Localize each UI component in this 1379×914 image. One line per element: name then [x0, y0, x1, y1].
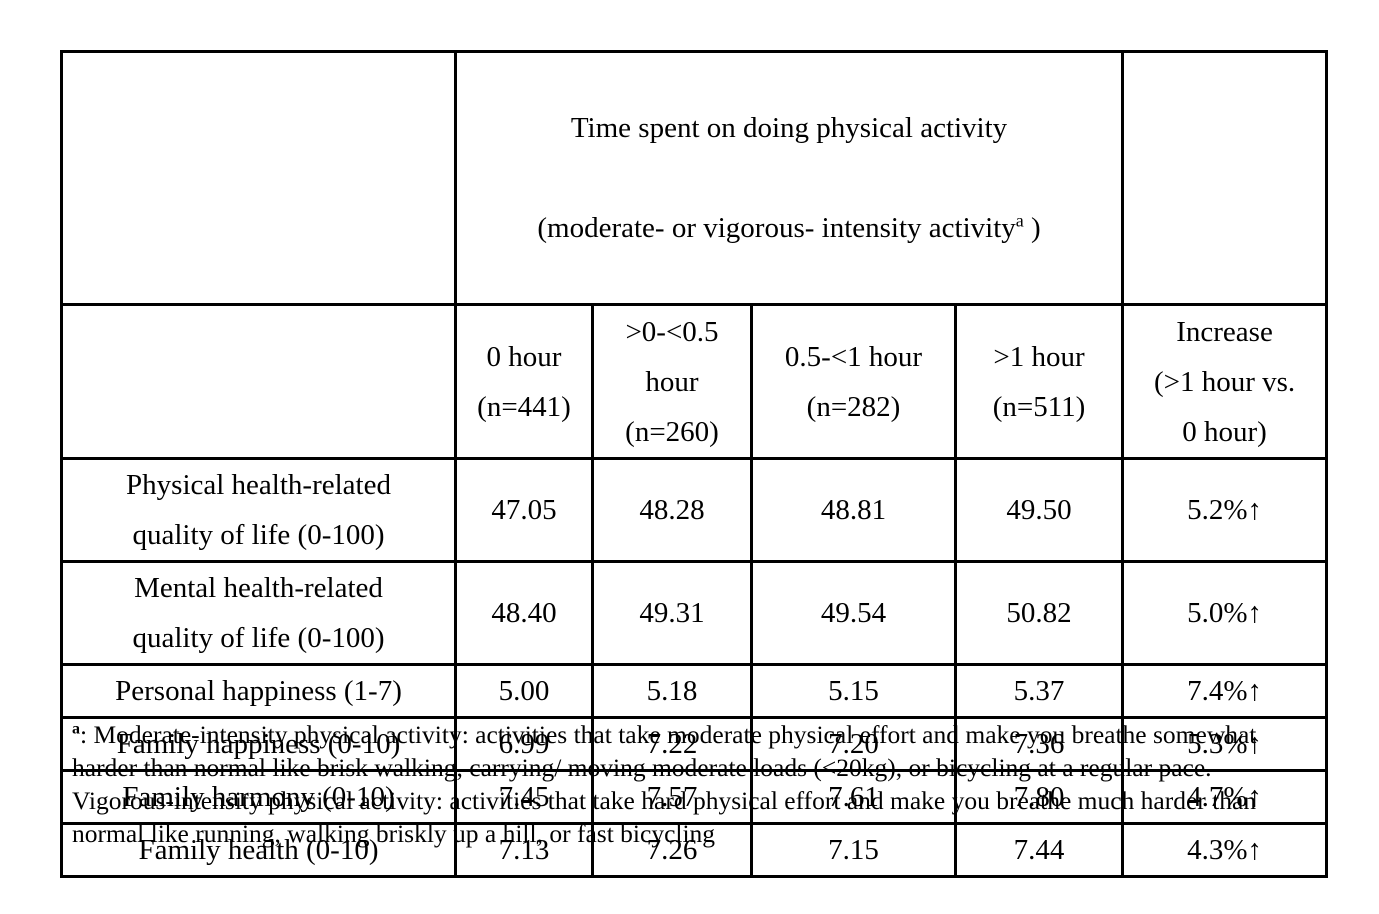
row-label: Mental health-related quality of life (0…: [60, 560, 457, 666]
spanning-header-line2-text: (moderate- or vigorous- intensity activi…: [537, 212, 1016, 244]
table-row-mental-health: Mental health-related quality of life (0…: [60, 560, 1329, 666]
table-row-physical-health: Physical health-related quality of life …: [60, 457, 1329, 563]
empty-increase-header-cell: [1121, 50, 1329, 306]
value-cell: 5.37: [953, 663, 1125, 719]
footnote-a-superscript: a: [1015, 210, 1024, 231]
row-label: Personal happiness (1-7): [60, 663, 457, 719]
table-row-family-happiness: Family happiness (0-10) 6.99 7.22 7.20 7…: [60, 716, 1329, 772]
value-cell: 7.36: [953, 716, 1125, 772]
value-cell: 47.05: [454, 457, 594, 563]
spanning-header-line2: (moderate- or vigorous- intensity activi…: [459, 203, 1120, 253]
value-cell: 49.31: [591, 560, 753, 666]
value-cell: 7.26: [591, 822, 753, 878]
value-cell: 50.82: [953, 560, 1125, 666]
value-cell: 5.15: [750, 663, 957, 719]
table-footnote: a: Moderate-intensity physical activity:…: [72, 718, 1277, 850]
value-cell: 7.15: [750, 822, 957, 878]
value-cell: 49.54: [750, 560, 957, 666]
value-cell: 7.13: [454, 822, 594, 878]
column-header-row: 0 hour (n=441) >0-<0.5 hour (n=260) 0.5-…: [60, 303, 1329, 460]
value-cell: 5.18: [591, 663, 753, 719]
empty-corner-cell: [60, 50, 457, 306]
empty-label-header-cell: [60, 303, 457, 460]
value-cell: 7.57: [591, 769, 753, 825]
value-cell: 7.44: [953, 822, 1125, 878]
table-row-personal-happiness: Personal happiness (1-7) 5.00 5.18 5.15 …: [60, 663, 1329, 719]
footnote-marker-superscript: a: [72, 720, 80, 738]
value-cell: 7.45: [454, 769, 594, 825]
value-cell: 48.81: [750, 457, 957, 563]
value-cell: 48.28: [591, 457, 753, 563]
table-row-family-health: Family health (0-10) 7.13 7.26 7.15 7.44…: [60, 822, 1329, 878]
increase-cell: 4.3%↑: [1121, 822, 1329, 878]
spanning-header-cell: Time spent on doing physical activity (m…: [453, 50, 1125, 306]
increase-cell: 7.4%↑: [1121, 663, 1329, 719]
column-header-05-to-1-hour: 0.5-<1 hour (n=282): [750, 303, 957, 460]
increase-cell: 5.2%↑: [1121, 457, 1329, 563]
results-table-wrapper: Time spent on doing physical activity (m…: [60, 50, 1329, 878]
row-label: Family harmony (0-10): [60, 769, 457, 825]
column-header-increase: Increase (>1 hour vs. 0 hour): [1121, 303, 1329, 460]
column-header-over-1-hour: >1 hour (n=511): [953, 303, 1125, 460]
table-row-family-harmony: Family harmony (0-10) 7.45 7.57 7.61 7.8…: [60, 769, 1329, 825]
value-cell: 7.20: [750, 716, 957, 772]
column-header-0-hour: 0 hour (n=441): [454, 303, 594, 460]
row-label: Family health (0-10): [60, 822, 457, 878]
increase-cell: 5.0%↑: [1121, 560, 1329, 666]
value-cell: 48.40: [454, 560, 594, 666]
value-cell: 7.80: [953, 769, 1125, 825]
row-label: Physical health-related quality of life …: [60, 457, 457, 563]
header-group-row: Time spent on doing physical activity (m…: [60, 50, 1329, 306]
column-header-0-to-05-hour: >0-<0.5 hour (n=260): [591, 303, 753, 460]
value-cell: 7.61: [750, 769, 957, 825]
physical-activity-results-table: Time spent on doing physical activity (m…: [60, 50, 1329, 878]
value-cell: 6.99: [454, 716, 594, 772]
increase-cell: 5.3%↑: [1121, 716, 1329, 772]
row-label: Family happiness (0-10): [60, 716, 457, 772]
increase-cell: 4.7%↑: [1121, 769, 1329, 825]
spanning-header-line2-close: ): [1023, 212, 1041, 244]
value-cell: 7.22: [591, 716, 753, 772]
value-cell: 49.50: [953, 457, 1125, 563]
value-cell: 5.00: [454, 663, 594, 719]
footnote-text: : Moderate-intensity physical activity: …: [72, 720, 1257, 848]
spanning-header-line1: Time spent on doing physical activity: [570, 112, 1008, 144]
